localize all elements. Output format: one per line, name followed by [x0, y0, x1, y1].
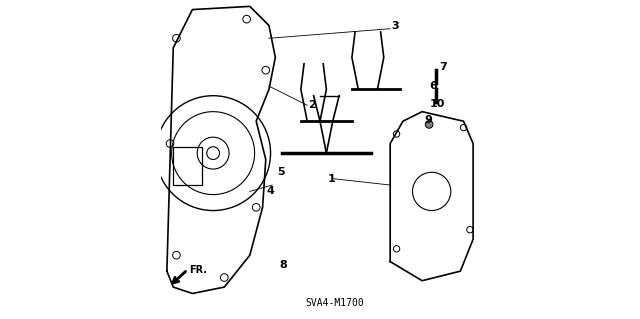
Circle shape: [425, 121, 433, 128]
Text: 3: 3: [391, 20, 399, 31]
Text: 9: 9: [424, 115, 433, 125]
Text: 2: 2: [308, 100, 316, 110]
Bar: [173, 147, 202, 185]
Text: FR.: FR.: [189, 264, 207, 275]
Text: 8: 8: [280, 260, 287, 270]
Text: 1: 1: [327, 174, 335, 184]
Text: 7: 7: [439, 62, 447, 72]
Text: 4: 4: [267, 186, 275, 197]
Text: 6: 6: [429, 81, 437, 91]
Text: 5: 5: [277, 167, 285, 177]
Text: SVA4-M1700: SVA4-M1700: [305, 298, 364, 308]
Text: 10: 10: [429, 99, 445, 109]
